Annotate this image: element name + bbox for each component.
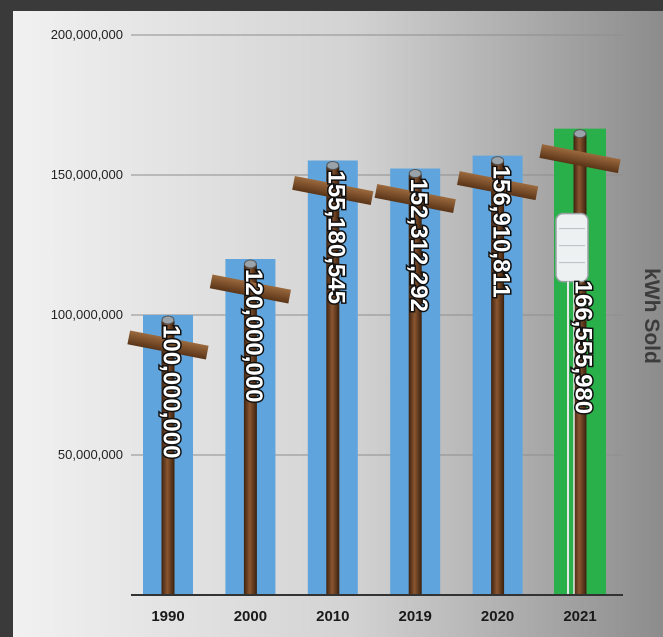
data-label: 155,180,545 — [322, 170, 349, 303]
x-axis-ticks: 1990 2000 2010 2019 2020 2021 — [151, 608, 596, 625]
insulator — [326, 160, 340, 170]
crossarm — [374, 184, 456, 214]
crossarm — [292, 175, 374, 205]
x-tick-label: 2010 — [316, 608, 349, 625]
data-label: 166,555,980 — [570, 281, 597, 414]
data-label: 120,000,000 — [240, 269, 267, 402]
bars — [143, 128, 606, 596]
data-label: 156,910,811 — [487, 166, 514, 298]
pole-shaft — [408, 174, 422, 596]
pole-shaft — [161, 321, 175, 595]
crossarm — [539, 144, 621, 174]
x-tick-label: 2020 — [481, 608, 514, 625]
y-tick-label: 100,000,000 — [51, 307, 123, 322]
insulator — [408, 169, 422, 179]
x-tick-label: 1990 — [151, 608, 184, 625]
x-tick-label: 2019 — [399, 608, 432, 625]
insulator — [491, 156, 505, 166]
chart-frame: 50,000,000 100,000,000 150,000,000 200,000,… — [13, 11, 663, 637]
data-label: 152,312,292 — [405, 179, 432, 312]
insulator — [243, 259, 257, 269]
insulator — [573, 129, 587, 139]
y-tick-label: 150,000,000 — [51, 167, 123, 182]
transformer — [555, 212, 589, 595]
crossarm — [456, 171, 539, 201]
crossarm — [127, 330, 209, 360]
data-label: 100,000,000 — [158, 325, 185, 458]
x-tick-label: 2021 — [563, 608, 596, 625]
y-tick-label: 200,000,000 — [51, 27, 123, 42]
utility-pole-illustrations — [127, 129, 621, 596]
y-axis-title: kWh Sold — [640, 268, 663, 364]
value-labels: 100,000,000 120,000,000 155,180,545 152,312… — [156, 164, 598, 460]
insulator — [161, 315, 175, 325]
y-axis-ticks: 50,000,000 100,000,000 150,000,000 200,000,… — [51, 27, 123, 462]
pole-shaft — [326, 166, 340, 595]
x-tick-label: 2000 — [234, 608, 267, 625]
bar-chart: 50,000,000 100,000,000 150,000,000 200,000,… — [51, 27, 663, 625]
gridlines — [131, 34, 623, 456]
crossarm — [209, 274, 292, 304]
pole-shaft — [243, 265, 257, 595]
y-tick-label: 50,000,000 — [58, 447, 123, 462]
pole-shaft — [491, 161, 505, 596]
